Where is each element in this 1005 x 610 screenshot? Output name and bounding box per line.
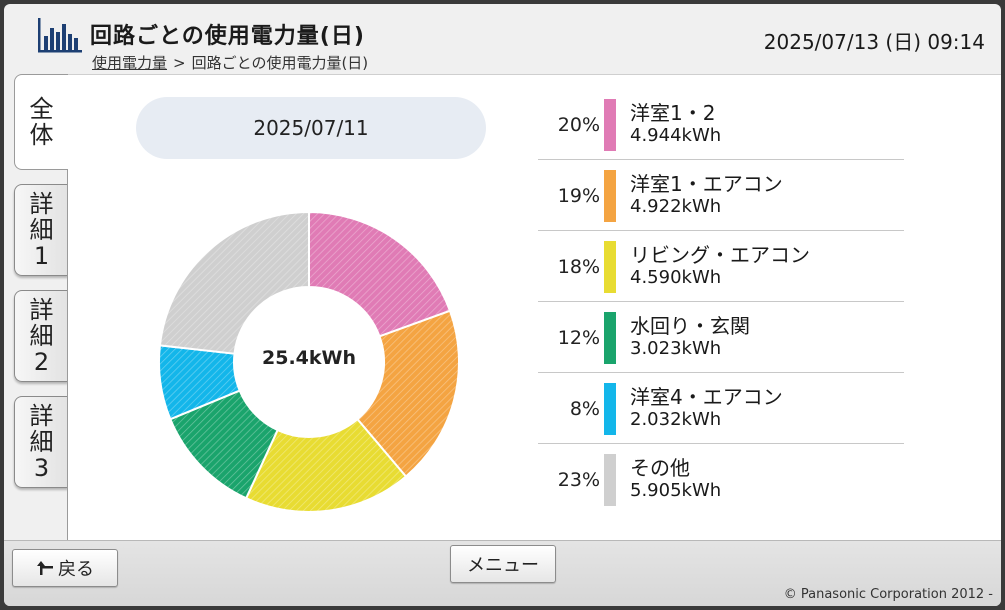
donut-slice-texture <box>309 212 450 337</box>
legend-item: 20% 洋室1・2 4.944kWh <box>538 89 904 160</box>
legend-swatch <box>604 241 616 293</box>
legend-label: 水回り・玄関 <box>630 314 750 338</box>
menu-button-label: メニュー <box>467 555 539 576</box>
tab-detail-2-label-2: 細 <box>29 322 54 350</box>
legend-percent: 19% <box>557 184 600 207</box>
total-usage: 25.4kWh <box>262 347 356 369</box>
legend-item: 8% 洋室4・エアコン 2.032kWh <box>538 373 904 444</box>
donut-slice-texture <box>159 212 309 354</box>
legend-value: 4.590kWh <box>630 267 722 288</box>
legend-percent: 18% <box>557 255 600 278</box>
legend-item: 19% 洋室1・エアコン 4.922kWh <box>538 160 904 231</box>
legend-value: 5.905kWh <box>630 480 722 501</box>
legend-swatch <box>604 312 616 364</box>
main-panel: 2025/07/11 25.4kWh 20% 洋室1・2 4.944kWh 19… <box>67 74 1001 540</box>
tab-detail-2-label-3: 2 <box>33 348 50 376</box>
legend-swatch <box>604 170 616 222</box>
donut-slice-texture <box>159 345 240 420</box>
breadcrumb-current: 回路ごとの使用電力量(日) <box>191 54 369 72</box>
tab-all[interactable]: 全 体 <box>14 74 68 170</box>
tab-detail-2-label-1: 詳 <box>29 296 54 324</box>
donut-slice-texture <box>170 390 278 499</box>
donut-slice-texture <box>357 310 459 477</box>
legend-value: 4.944kWh <box>630 125 722 146</box>
tab-detail-3-label-1: 詳 <box>29 402 54 430</box>
legend-label: リビング・エアコン <box>630 243 810 267</box>
legend-swatch <box>604 454 616 506</box>
tab-detail-1-label-2: 細 <box>29 216 54 244</box>
legend-value: 3.023kWh <box>630 338 722 359</box>
selected-date: 2025/07/11 <box>136 97 486 159</box>
legend: 20% 洋室1・2 4.944kWh 19% 洋室1・エアコン 4.922kWh… <box>538 89 904 515</box>
tab-detail-3-label-2: 細 <box>29 428 54 456</box>
donut-slice-texture <box>246 419 406 512</box>
breadcrumb-link-usage[interactable]: 使用電力量 <box>92 54 168 72</box>
legend-label: 洋室4・エアコン <box>630 385 783 409</box>
return-arrow-icon <box>37 561 53 575</box>
legend-percent: 23% <box>557 468 600 491</box>
footer-bar: 戻る メニュー © Panasonic Corporation 2012 - <box>4 540 1001 606</box>
legend-label: 洋室1・エアコン <box>630 172 783 196</box>
app-window: 回路ごとの使用電力量(日) 使用電力量 > 回路ごとの使用電力量(日) 2025/0… <box>4 4 1001 606</box>
current-datetime: 2025/07/13 (日) 09:14 <box>763 30 985 54</box>
tab-detail-2[interactable]: 詳 細 2 <box>14 290 68 382</box>
tab-detail-3-label-3: 3 <box>33 454 50 482</box>
legend-label: 洋室1・2 <box>630 101 716 125</box>
tab-detail-1[interactable]: 詳 細 1 <box>14 184 68 276</box>
legend-value: 2.032kWh <box>630 409 722 430</box>
tab-detail-1-label-3: 1 <box>33 242 50 270</box>
bar-chart-logo-icon <box>38 18 82 53</box>
legend-item: 23% その他 5.905kWh <box>538 444 904 515</box>
legend-percent: 8% <box>569 397 600 420</box>
legend-label: その他 <box>630 456 690 480</box>
menu-button[interactable]: メニュー <box>450 545 556 583</box>
tab-detail-3[interactable]: 詳 細 3 <box>14 396 68 488</box>
back-button-label: 戻る <box>58 559 94 580</box>
legend-item: 12% 水回り・玄関 3.023kWh <box>538 302 904 373</box>
tab-all-label-1: 全 <box>29 95 54 123</box>
back-button[interactable]: 戻る <box>12 549 118 587</box>
usage-donut-chart <box>158 210 460 513</box>
legend-item: 18% リビング・エアコン 4.590kWh <box>538 231 904 302</box>
legend-swatch <box>604 383 616 435</box>
copyright: © Panasonic Corporation 2012 - <box>783 587 993 602</box>
legend-value: 4.922kWh <box>630 196 722 217</box>
legend-percent: 12% <box>557 326 600 349</box>
breadcrumb: 使用電力量 > 回路ごとの使用電力量(日) <box>92 52 368 73</box>
legend-percent: 20% <box>557 113 600 136</box>
breadcrumb-separator: > <box>173 54 186 72</box>
tab-detail-1-label-1: 詳 <box>29 190 54 218</box>
legend-swatch <box>604 99 616 151</box>
page-title: 回路ごとの使用電力量(日) <box>90 24 365 49</box>
tab-all-label-2: 体 <box>29 121 54 149</box>
